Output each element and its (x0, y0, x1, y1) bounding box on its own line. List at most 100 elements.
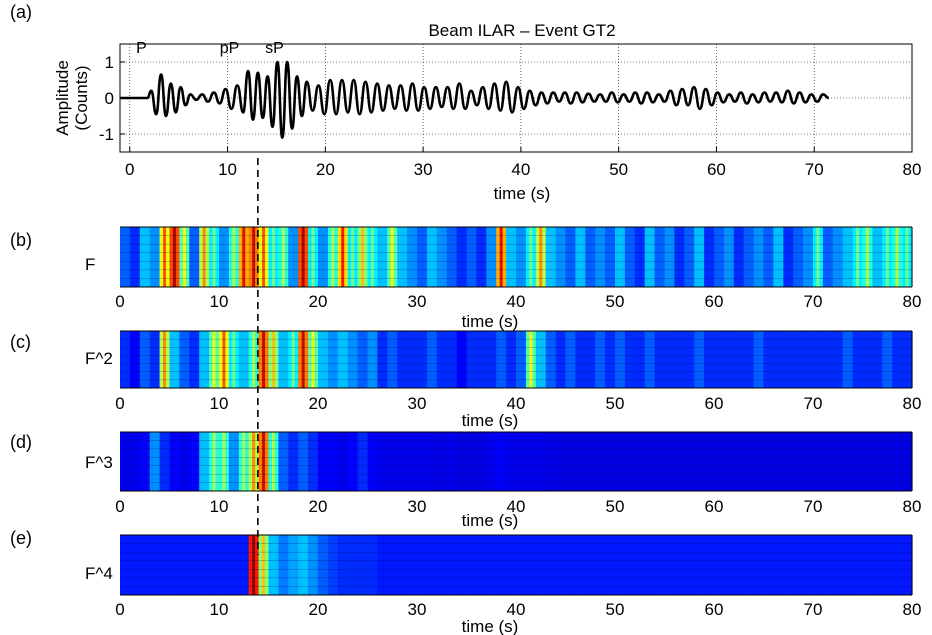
heatmap-cell (882, 331, 893, 388)
heatmap-cell (149, 432, 161, 491)
heatmap-cell (318, 227, 329, 287)
heatmap-cell (327, 331, 339, 388)
heatmap-cell (842, 535, 854, 595)
heatmap-cell (159, 535, 171, 595)
heatmap-cell (595, 432, 606, 491)
heatmap-cell (219, 227, 230, 287)
heatmap-cell (892, 432, 903, 491)
heatmap-cell (545, 432, 557, 491)
heatmap-cell (169, 432, 180, 491)
heatmap-cell (466, 227, 477, 287)
heatmap-cell (506, 535, 517, 595)
heatmap-cell (575, 331, 586, 388)
heatmap-cell (417, 227, 428, 287)
heatmap-cell (476, 331, 487, 388)
heatmap-cell (456, 432, 468, 491)
x-tick-label: 0 (115, 394, 124, 413)
heatmap-cell (397, 331, 408, 388)
heatmap-cell-peak (182, 227, 186, 287)
heatmap-cell-peak (856, 227, 860, 287)
x-axis-label: time (s) (494, 184, 551, 203)
heatmap-cell (149, 227, 161, 287)
x-tick-label: 80 (903, 600, 922, 619)
heatmap-cell (862, 331, 873, 388)
heatmap-cell (644, 331, 656, 388)
x-tick-label: 10 (210, 394, 229, 413)
x-axis-label: time (s) (462, 511, 519, 530)
heatmap-cell (892, 535, 903, 595)
heatmap-cell (753, 227, 765, 287)
x-tick-label: 60 (705, 292, 724, 311)
heatmap-cell (288, 227, 299, 287)
heatmap-cell-peak (222, 331, 226, 388)
heatmap-cell (852, 331, 864, 388)
heatmap-cell (120, 432, 131, 491)
heatmap-cell (436, 227, 448, 287)
heatmap-cell (644, 227, 656, 287)
heatmap-cell (595, 535, 606, 595)
heatmap-cell (496, 432, 507, 491)
heatmap-cell (367, 331, 378, 388)
x-tick-label: 0 (125, 160, 134, 179)
x-axis-label: time (s) (462, 411, 519, 430)
phase-annotation: P (136, 40, 147, 57)
heatmap-cell (238, 331, 250, 388)
heatmap-cell (723, 432, 735, 491)
heatmap-cell-peak (905, 227, 909, 287)
heatmap-cell-peak (212, 227, 216, 287)
heatmap-cell (535, 432, 547, 491)
heatmap-cell-peak (212, 432, 216, 491)
x-tick-label: 30 (408, 394, 427, 413)
heatmap-cell (654, 227, 666, 287)
heatmap-cell-peak (262, 535, 266, 595)
heatmap-cell (417, 432, 428, 491)
heatmap-cell (516, 227, 527, 287)
heatmap-cell (704, 432, 715, 491)
heatmap-cell (565, 227, 576, 287)
heatmap-cell (763, 432, 774, 491)
heatmap-cell (743, 535, 755, 595)
heatmap-cell (545, 535, 557, 595)
heatmap-cell (615, 432, 626, 491)
heatmap-cell (654, 535, 666, 595)
heatmap-cell (723, 227, 735, 287)
x-tick-label: 50 (609, 160, 628, 179)
heatmap-cell (773, 227, 784, 287)
panel-e-heatmap: (e) F^40 10 20 30 40 50 60 70 80 time (s) (10, 528, 921, 635)
heatmap-cell (605, 535, 616, 595)
heatmap-cell (664, 432, 675, 491)
panel-d-heatmap: (d) F^3 0 10 20 30 40 50 60 70 80 time (s) (10, 431, 921, 530)
heatmap-cell (466, 432, 477, 491)
heatmap-cell (565, 331, 576, 388)
heatmap-cell (585, 535, 596, 595)
x-tick-label: 50 (606, 600, 625, 619)
heatmap-cell (545, 227, 557, 287)
heatmap-cell (516, 331, 527, 388)
heatmap-cell-peak (242, 432, 246, 491)
heatmap-cell (773, 331, 784, 388)
heatmap-cell-peak (865, 227, 869, 287)
heatmap-cell (189, 432, 200, 491)
heatmap-cell (615, 227, 626, 287)
heatmap-cell (506, 432, 517, 491)
heatmap-cell (763, 227, 774, 287)
phase-annotation: sP (265, 40, 284, 57)
heatmap-cell (694, 227, 705, 287)
heatmap-cell-peak (331, 227, 335, 287)
heatmap-cell-peak (271, 331, 275, 388)
heatmap-cell (783, 432, 794, 491)
heatmap-cell (872, 331, 883, 388)
x-tick-label: 60 (707, 160, 726, 179)
heatmap-cell (565, 535, 576, 595)
x-tick-label: 20 (309, 292, 328, 311)
heatmap-cell (733, 331, 745, 388)
heatmap-cell (506, 227, 517, 287)
heatmap-cell-peak (539, 227, 543, 287)
row-label-d: F^3 (85, 453, 113, 472)
heatmap-cell (367, 535, 378, 595)
heatmap-cell (674, 432, 685, 491)
heatmap-cell (436, 535, 448, 595)
heatmap-cell (199, 432, 210, 491)
heatmap-cell (525, 432, 537, 491)
heatmap-cell (149, 535, 161, 595)
